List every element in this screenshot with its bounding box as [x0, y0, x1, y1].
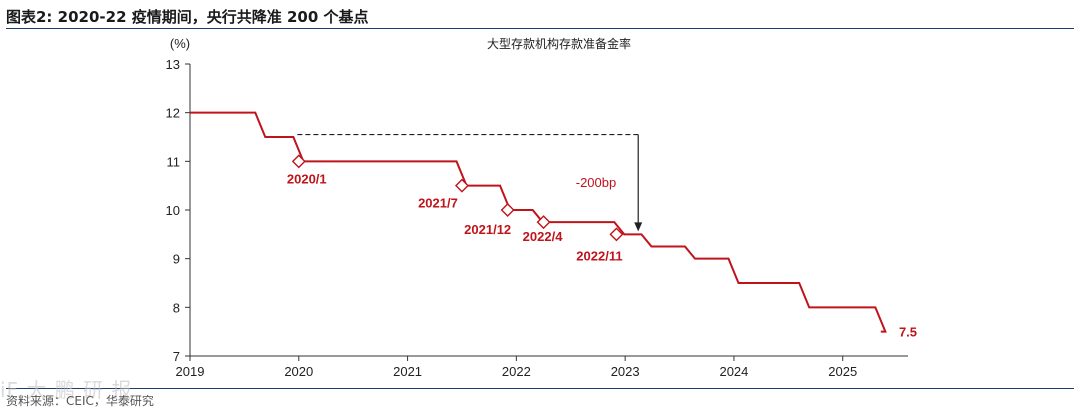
y-tick-label: 9: [173, 252, 180, 267]
figure-label: 图表2:: [6, 8, 53, 26]
y-tick-label: 11: [167, 154, 181, 169]
x-tick-label: 2020: [284, 364, 313, 379]
rrr-cut-marker: [291, 154, 306, 169]
chart-title: 大型存款机构存款准备金率: [487, 36, 631, 51]
y-tick-label: 10: [166, 203, 180, 218]
x-tick-label: 2022: [502, 364, 531, 379]
y-tick-label: 7: [173, 349, 180, 364]
rrr-cut-marker: [609, 227, 624, 242]
y-axis-unit: (%): [170, 36, 190, 51]
x-tick-label: 2024: [719, 364, 748, 379]
reduction-arrow-head: [634, 222, 643, 232]
rrr-cut-label: 2022/11: [576, 248, 622, 263]
y-tick-label: 13: [166, 57, 180, 72]
watermark: iF 大 鹏 研 报: [0, 378, 133, 402]
rrr-cut-label: 2021/7: [418, 196, 458, 211]
y-tick-label: 8: [173, 300, 180, 315]
x-tick-label: 2019: [176, 364, 205, 379]
figure-title-text: 2020-22 疫情期间，央行共降准 200 个基点: [57, 8, 369, 26]
rrr-cut-label: 2021/12: [464, 222, 511, 237]
x-tick-label: 2023: [611, 364, 640, 379]
y-tick-label: 12: [166, 106, 180, 121]
bottom-rule: [6, 388, 1074, 389]
figure-title: 图表2: 2020-22 疫情期间，央行共降准 200 个基点: [6, 6, 369, 27]
reduction-label: -200bp: [576, 175, 616, 190]
last-value-label: 7.5: [899, 325, 917, 340]
rrr-cut-marker: [500, 203, 515, 217]
rrr-cut-marker: [536, 215, 551, 230]
source-note: 资料来源：CEIC，华泰研究: [6, 394, 154, 408]
rrr-cut-marker: [454, 178, 469, 193]
rrr-cut-label: 2022/4: [523, 229, 564, 244]
top-rule: [6, 28, 1074, 29]
rrr-cut-label: 2020/1: [287, 171, 327, 186]
x-tick-label: 2021: [393, 364, 422, 379]
x-tick-label: 2025: [828, 364, 857, 379]
